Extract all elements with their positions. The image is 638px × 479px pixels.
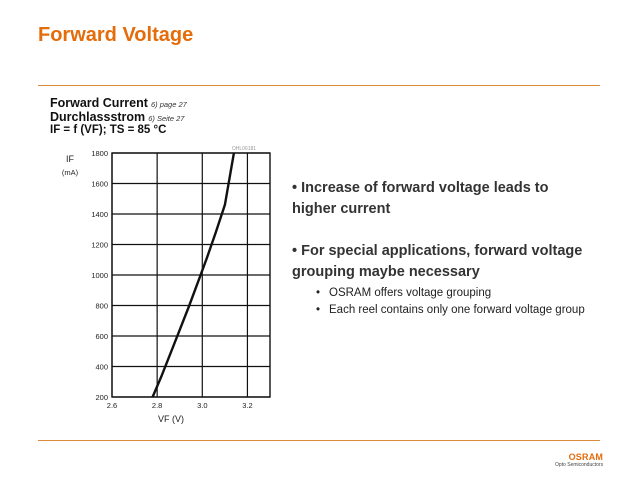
chart-title-en-note: 6) page 27 [150,100,187,109]
title-divider [38,85,600,86]
bullet-item: • For special applications, forward volt… [292,243,583,280]
y-tick-label: 600 [95,332,108,341]
logo-wordmark: OSRAM [568,452,604,462]
logo-subtitle: Opto Semiconductors [555,462,604,468]
y-tick-label: 1000 [91,271,108,280]
x-tick-label: 2.8 [152,401,162,410]
forward-current-chart: Forward Current 6) page 27 Durchlassstrom… [46,92,276,432]
y-tick-label: 800 [95,302,108,311]
chart-condition: IF = f (VF); TS = 85 °C [50,124,167,136]
series-line [151,152,236,398]
chart-plot-area: 200 400 600 800 1000 1200 1400 1600 1800 2.6 2.8 3.… [62,146,271,424]
y-tick-label: 400 [95,363,108,372]
chart-title-en: Forward Current 6) page 27 [50,96,187,110]
y-tick-label: 1400 [91,210,108,219]
chart-title-de-text: Durchlassstrom [50,110,146,124]
sub-bullet-item: Each reel contains only one forward volt… [316,302,592,319]
x-tick-label: 3.2 [242,401,252,410]
sub-bullet-list: OSRAM offers voltage grouping Each reel … [316,285,592,319]
osram-logo: OSRAM Opto Semiconductors [555,452,603,468]
chart-title-de: Durchlassstrom 6) Seite 27 [50,110,184,124]
sub-bullet-item: OSRAM offers voltage grouping [316,285,592,302]
chart-code-label: OHL06181 [232,146,256,152]
slide-title: Forward Voltage [38,24,194,46]
plot-frame [111,152,271,398]
x-tick-label: 2.6 [107,401,117,410]
y-tick-label: 1600 [91,180,108,189]
x-axis-label: VF (V) [158,414,184,424]
footer-divider [38,440,600,441]
bullet-list: • Increase of forward voltage leads to h… [292,178,592,319]
chart-title-en-text: Forward Current [50,96,148,110]
y-axis-label: IF [66,154,75,164]
y-tick-label: 200 [95,393,108,402]
x-tick-label: 3.0 [197,401,207,410]
y-tick-label: 1800 [91,149,108,158]
y-axis-unit: (mA) [62,168,79,177]
y-tick-label: 1200 [91,241,108,250]
chart-title-de-note: 6) Seite 27 [148,114,185,123]
bullet-item: • Increase of forward voltage leads to h… [292,180,549,217]
